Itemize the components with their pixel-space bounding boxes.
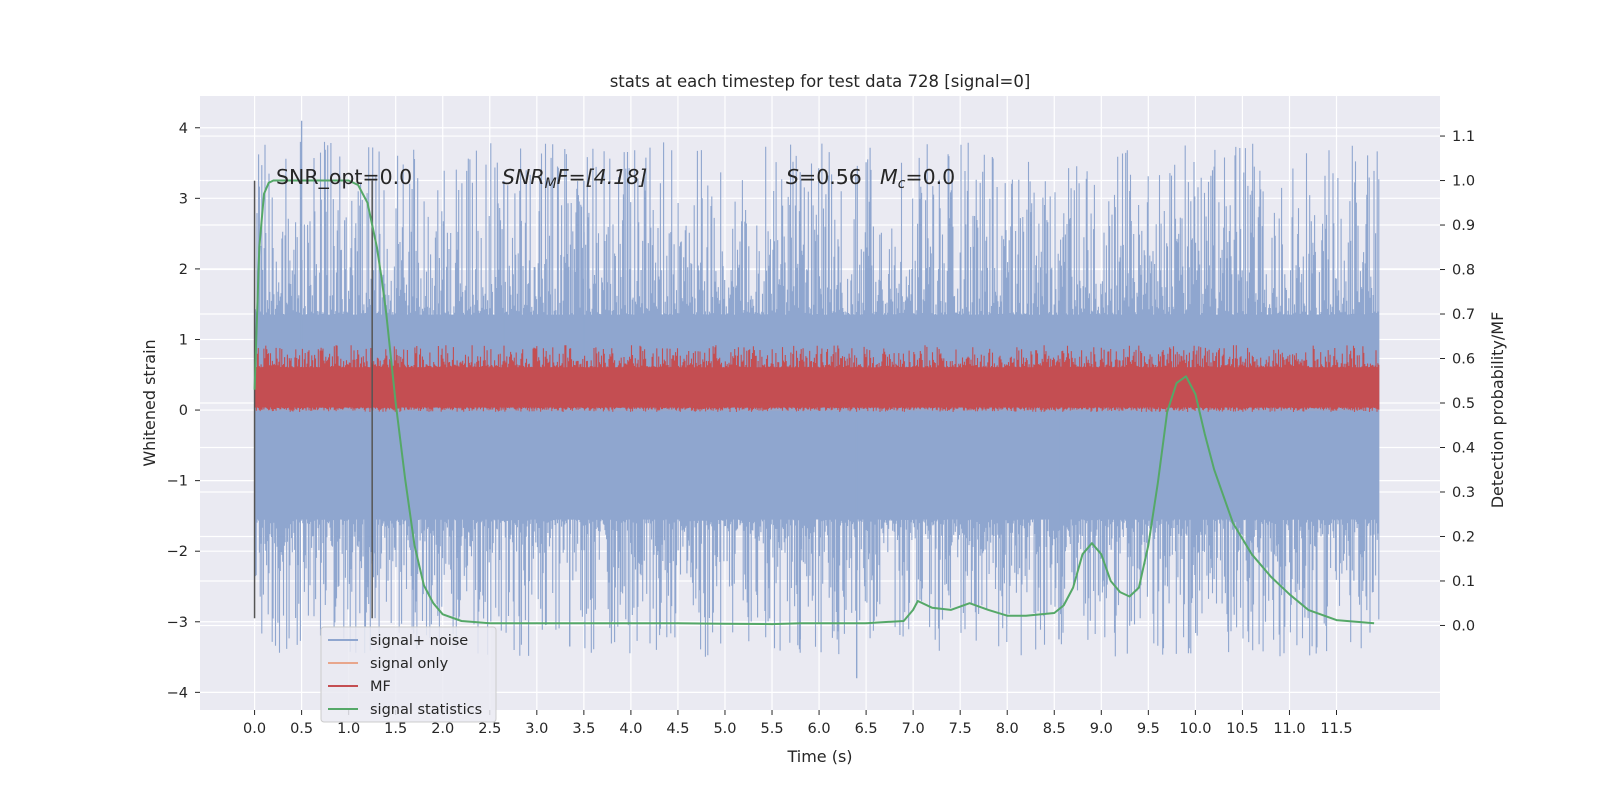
x-tick-label-20: 10.0 [1179,721,1211,737]
x-tick-label-22: 11.0 [1273,721,1305,737]
x-tick-label-17: 8.5 [1043,721,1066,737]
signal-statistics-line [253,179,1375,626]
s-value: =0.56 [799,165,862,189]
vertical-markers [253,180,373,619]
legend: signal+ noise signal only MF signal stat… [320,626,497,723]
y-left-tick-label-5: 1 [179,332,188,348]
x-tick-label-9: 4.5 [666,721,689,737]
x-tick-label-13: 6.5 [855,721,878,737]
y-right-tick-label-9: 0.9 [1452,218,1475,234]
x-tick-label-5: 2.5 [478,721,501,737]
y-axis-right-label: Detection probability/MF [1488,312,1507,509]
x-tick-label-16: 8.0 [996,721,1019,737]
y-axis-left-label: Whitened strain [140,339,159,466]
mc-value: =0.0 [905,165,955,189]
annotation-s: S=0.56 [786,165,862,189]
s-label: S [786,165,799,189]
series-signal-statistics [253,179,1375,626]
legend-label-signal-noise: signal+ noise [370,633,468,649]
y-right-tick-label-10: 1.0 [1452,174,1475,190]
y-right-tick-label-1: 0.1 [1452,574,1475,590]
chart-title: stats at each timestep for test data 728… [610,72,1031,91]
y-axis-right-ticks: 0.0 0.1 0.2 0.3 0.4 0.5 0.6 0.7 0.8 0.9 1.0 1.1 [1440,129,1475,634]
x-tick-label-1: 0.5 [290,721,313,737]
x-tick-label-15: 7.5 [949,721,972,737]
x-tick-label-19: 9.5 [1137,721,1160,737]
y-left-tick-label-0: −4 [167,685,188,701]
y-right-tick-label-6: 0.6 [1452,352,1475,368]
snr-mf-rest: F=[4.18] [557,165,648,189]
y-right-tick-label-7: 0.7 [1452,307,1475,323]
y-right-tick-label-2: 0.2 [1452,529,1475,545]
x-tick-label-11: 5.5 [760,721,783,737]
x-tick-label-7: 3.5 [572,721,595,737]
x-tick-label-8: 4.0 [619,721,642,737]
x-tick-label-0: 0.0 [243,721,266,737]
annotation-snr-mf: SNRMF=[4.18] [502,165,647,192]
y-left-tick-label-1: −3 [167,615,188,631]
y-left-tick-label-2: −2 [167,544,188,560]
x-axis-label: Time (s) [786,747,852,766]
legend-label-signal-statistics: signal statistics [370,702,482,718]
annotation-mc: Mc=0.0 [880,165,955,192]
annotation-snr-opt: SNR_opt=0.0 [276,165,412,190]
y-right-tick-label-3: 0.3 [1452,485,1475,501]
x-tick-label-6: 3.0 [525,721,548,737]
x-tick-label-4: 2.0 [431,721,454,737]
y-right-tick-label-11: 1.1 [1452,129,1475,145]
mc-base: M [880,165,898,189]
mc-sub: c [898,176,906,192]
x-tick-label-10: 5.0 [713,721,736,737]
y-right-tick-label-0: 0.0 [1452,618,1475,634]
legend-box [320,626,497,723]
snr-mf-base: SNR [502,165,545,189]
y-left-tick-label-8: 4 [179,121,188,137]
y-right-tick-label-4: 0.4 [1452,440,1475,456]
snr-mf-sub: M [545,176,557,192]
y-right-tick-label-5: 0.5 [1452,396,1475,412]
y-left-tick-label-4: 0 [179,403,188,419]
y-axis-left-ticks: −4 −3 −2 −1 0 1 2 3 4 [167,121,200,701]
y-left-tick-label-7: 3 [179,191,188,207]
x-tick-label-14: 7.0 [902,721,925,737]
x-tick-label-18: 9.0 [1090,721,1113,737]
y-left-tick-label-6: 2 [179,262,188,278]
legend-label-signal-only: signal only [370,656,449,672]
y-left-tick-label-3: −1 [167,474,188,490]
legend-label-mf: MF [370,679,391,695]
x-axis-ticks: 0.0 0.5 1.0 1.5 2.0 2.5 3.0 3.5 4.0 4.5 5.0 5.5 6.0 6… [243,710,1353,737]
x-tick-label-2: 1.0 [337,721,360,737]
x-tick-label-3: 1.5 [384,721,407,737]
x-tick-label-23: 11.5 [1320,721,1352,737]
x-tick-label-12: 6.0 [808,721,831,737]
x-tick-label-21: 10.5 [1226,721,1258,737]
y-right-tick-label-8: 0.8 [1452,263,1475,279]
